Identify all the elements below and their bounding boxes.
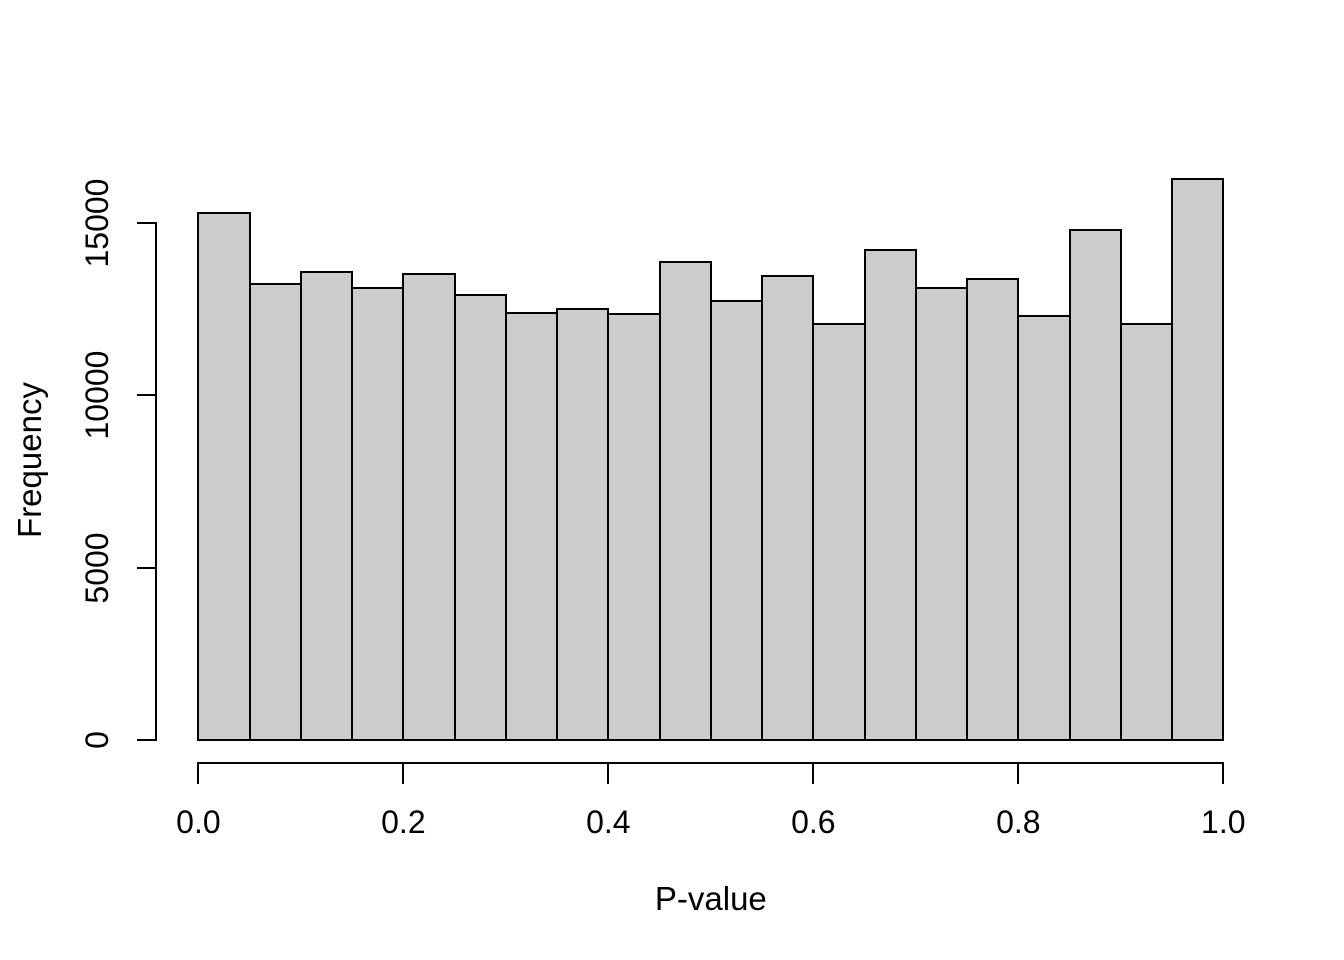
x-tick xyxy=(402,764,405,784)
y-tick-label: 15000 xyxy=(78,178,115,268)
histogram-bar xyxy=(863,249,917,741)
histogram-bar xyxy=(556,307,610,741)
histogram-bar xyxy=(1171,178,1225,741)
histogram-bar xyxy=(248,283,302,741)
y-tick-label: 10000 xyxy=(78,350,115,440)
x-axis-title: P-value xyxy=(561,878,861,920)
histogram-bar xyxy=(453,293,507,741)
histogram-bar xyxy=(197,212,251,741)
x-tick xyxy=(812,764,815,784)
x-tick-label: 1.0 xyxy=(1201,803,1246,840)
y-tick xyxy=(137,566,156,569)
histogram-bar xyxy=(812,323,866,741)
histogram-bar xyxy=(402,272,456,741)
histogram-bar xyxy=(966,278,1020,741)
x-axis-title-text: P-value xyxy=(654,880,767,917)
y-tick xyxy=(137,739,156,741)
histogram-bar xyxy=(1017,314,1071,741)
histogram-bar xyxy=(658,261,712,741)
y-tick xyxy=(137,221,156,224)
x-tick xyxy=(1222,764,1225,784)
histogram-bar xyxy=(504,311,559,741)
histogram-bar xyxy=(351,287,405,741)
histogram-bar xyxy=(1119,323,1174,741)
x-tick-label: 0.2 xyxy=(381,803,426,840)
y-axis-line xyxy=(155,221,157,741)
x-tick-label: 0.0 xyxy=(176,803,221,840)
y-axis-title: Frequency xyxy=(9,310,51,610)
y-tick xyxy=(137,394,156,397)
histogram-bar xyxy=(914,286,969,741)
x-tick xyxy=(197,764,200,784)
y-tick-label: 0 xyxy=(78,731,115,749)
x-axis-line xyxy=(197,762,1225,764)
histogram-bar xyxy=(1068,228,1122,741)
y-tick-label: 5000 xyxy=(78,532,115,604)
histogram-bar xyxy=(299,270,354,741)
x-tick-label: 0.8 xyxy=(996,803,1041,840)
y-axis-title-text: Frequency xyxy=(11,382,48,538)
histogram-bar xyxy=(709,300,764,741)
x-tick xyxy=(607,764,610,784)
histogram-bar xyxy=(607,313,661,741)
x-tick-label: 0.6 xyxy=(791,803,836,840)
x-tick-label: 0.4 xyxy=(586,803,631,840)
histogram-bar xyxy=(761,274,815,741)
x-tick xyxy=(1017,764,1020,784)
